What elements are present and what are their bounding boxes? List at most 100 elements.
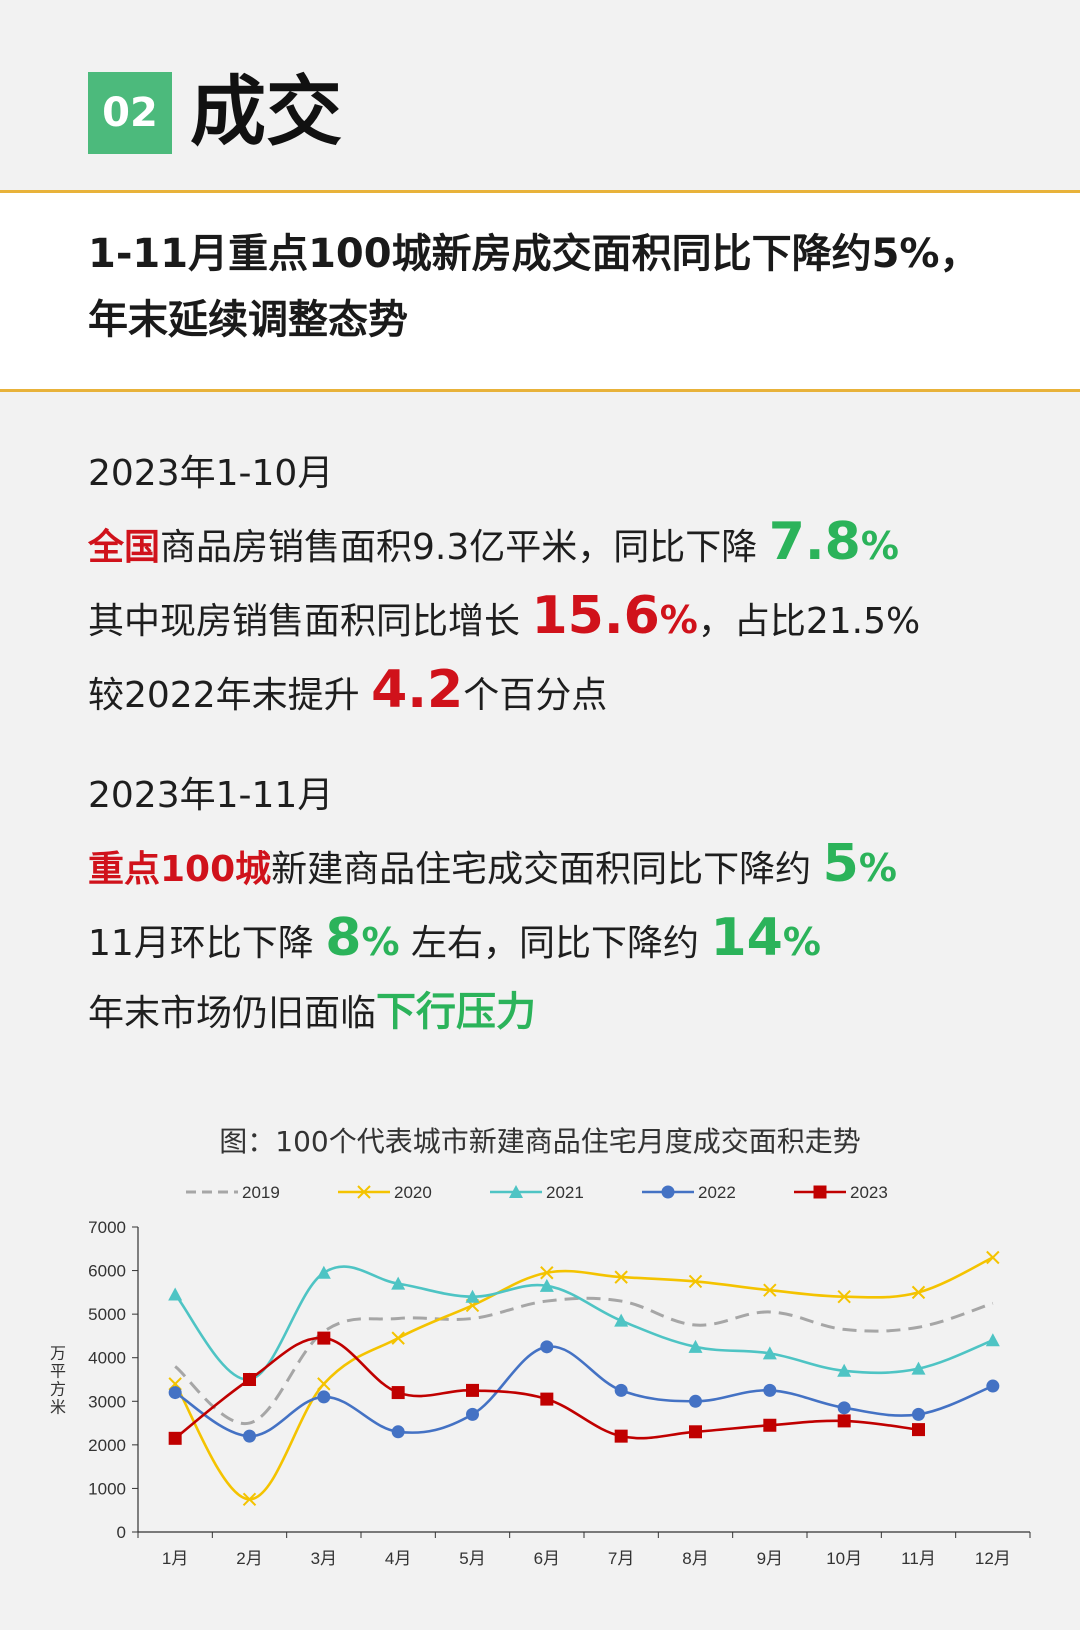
legend-label-2022: 2022 [698, 1183, 736, 1202]
point-2023 [391, 1386, 405, 1400]
x-tick-label: 9月 [757, 1549, 783, 1568]
point-2022 [243, 1429, 256, 1443]
headline-box: 1-11月重点100城新房成交面积同比下降约5%， 年末延续调整态势 [0, 190, 1080, 392]
legend-label-2020: 2020 [394, 1183, 432, 1202]
chart-title: 图：100个代表城市新建商品住宅月度成交面积走势 [219, 1125, 861, 1158]
point-2021 [911, 1361, 926, 1375]
point-2022 [317, 1390, 331, 1404]
block1-line3-tail: 个百分点 [463, 675, 608, 716]
y-tick-label: 7000 [88, 1218, 126, 1237]
point-2020 [763, 1283, 777, 1297]
x-tick-label: 1月 [162, 1549, 188, 1568]
point-2022 [466, 1407, 479, 1421]
legend-marker-2020 [357, 1185, 371, 1199]
x-tick-label: 6月 [534, 1549, 560, 1568]
point-2021 [985, 1333, 1000, 1347]
point-2020 [317, 1377, 331, 1391]
section-number-badge: 02 [88, 72, 172, 154]
block1-value-3: 4.2 [371, 660, 464, 720]
block1-line-3: 较2022年末提升 4.2个百分点 [88, 656, 1068, 730]
y-tick-label: 6000 [88, 1262, 126, 1281]
y-axis-label-char: 平 [50, 1364, 66, 1381]
section-title: 成交 [190, 67, 342, 156]
point-2023 [837, 1414, 851, 1428]
point-2022 [986, 1379, 1000, 1393]
point-2023 [540, 1392, 554, 1406]
point-2020 [391, 1331, 405, 1345]
block1-line-1: 全国商品房销售面积9.3亿平米，同比下降 7.8% [88, 508, 1068, 582]
block2-value-2: 8 [325, 908, 362, 968]
point-2022 [391, 1425, 405, 1439]
point-2022 [912, 1407, 925, 1421]
block1-value-1: 7.8 [768, 512, 861, 572]
x-tick-label: 5月 [459, 1549, 485, 1568]
block2-red-label: 重点100城 [88, 849, 272, 890]
block1-red-label: 全国 [88, 527, 161, 568]
point-2023 [317, 1331, 331, 1345]
block1-pct-2: % [659, 598, 698, 642]
legend-marker-2021 [509, 1185, 523, 1198]
block1-line2-tail: ，占比21.5% [697, 601, 921, 642]
block1-pct-1: % [860, 524, 899, 568]
y-tick-label: 5000 [88, 1305, 126, 1324]
x-tick-label: 8月 [682, 1549, 708, 1568]
block1-period: 2023年1-10月 [88, 453, 334, 494]
y-tick-label: 0 [117, 1523, 126, 1542]
point-2022 [614, 1383, 628, 1397]
x-tick-label: 3月 [311, 1549, 337, 1568]
point-2022 [168, 1386, 182, 1400]
point-2022 [540, 1340, 554, 1354]
point-2020 [688, 1274, 703, 1289]
point-2023 [689, 1425, 702, 1439]
block1-line-2: 其中现房销售面积同比增长 15.6%，占比21.5% [88, 582, 1068, 656]
legend-label-2023: 2023 [850, 1183, 888, 1202]
series-line-2020 [174, 1256, 994, 1501]
series-line-2019 [174, 1296, 994, 1425]
legend-marker-2022 [661, 1185, 675, 1199]
block2-pct-3: % [782, 920, 821, 964]
point-2021 [465, 1289, 480, 1303]
block1-line1-text: 商品房销售面积9.3亿平米，同比下降 [160, 527, 758, 568]
point-2023 [912, 1423, 925, 1437]
point-2021 [391, 1276, 406, 1290]
x-tick-label: 10月 [826, 1549, 862, 1568]
y-axis-label-char: 米 [50, 1399, 66, 1417]
block1-line2-text: 其中现房销售面积同比增长 [88, 601, 521, 642]
block2-value-3: 14 [710, 908, 783, 968]
y-tick-label: 1000 [88, 1479, 126, 1498]
block2-line2-mid: 左右，同比下降约 [410, 923, 699, 964]
point-2020 [540, 1266, 554, 1280]
point-2020 [242, 1492, 257, 1507]
point-2020 [837, 1290, 851, 1304]
headline-line-2: 年末延续调整态势 [88, 297, 408, 343]
page-header: 02 成交 [0, 0, 1080, 190]
point-2022 [837, 1401, 851, 1415]
block2-period: 2023年1-11月 [88, 775, 334, 816]
block1-value-2: 15.6 [531, 586, 660, 646]
block2-line1-text: 新建商品住宅成交面积同比下降约 [271, 849, 812, 890]
legend-label-2019: 2019 [242, 1183, 280, 1202]
point-2021 [688, 1339, 703, 1353]
point-2020 [986, 1250, 1000, 1265]
block2-line-2: 11月环比下降 8% 左右，同比下降约 14% [88, 904, 1068, 978]
point-2021 [837, 1363, 852, 1377]
point-2022 [689, 1394, 702, 1408]
point-2021 [614, 1313, 629, 1327]
block2-value-1: 5 [822, 834, 859, 894]
point-2021 [762, 1346, 777, 1360]
block2-line-1: 重点100城新建商品住宅成交面积同比下降约 5% [88, 830, 1068, 904]
headline-line-1: 1-11月重点100城新房成交面积同比下降约5%， [88, 231, 980, 277]
y-tick-label: 4000 [88, 1349, 126, 1368]
point-2023 [243, 1373, 256, 1386]
block2-green-phrase: 下行压力 [376, 989, 537, 1035]
point-2023 [614, 1429, 628, 1443]
x-tick-label: 2月 [236, 1549, 262, 1568]
y-axis-label-char: 万 [50, 1346, 66, 1363]
block2-line2-text: 11月环比下降 [88, 923, 314, 964]
line-chart: 0 1000 2000 3000 4000 5000 6000 7000 1月 2月 3月 4月 5月 6… [50, 1183, 1031, 1568]
point-2021 [539, 1278, 554, 1292]
y-tick-label: 2000 [88, 1436, 126, 1455]
block-100-cities: 2023年1-11月 重点100城新建商品住宅成交面积同比下降约 5% 11月环… [88, 762, 1068, 1048]
headline: 1-11月重点100城新房成交面积同比下降约5%， 年末延续调整态势 [88, 221, 1048, 353]
y-tick-label: 3000 [88, 1392, 126, 1411]
